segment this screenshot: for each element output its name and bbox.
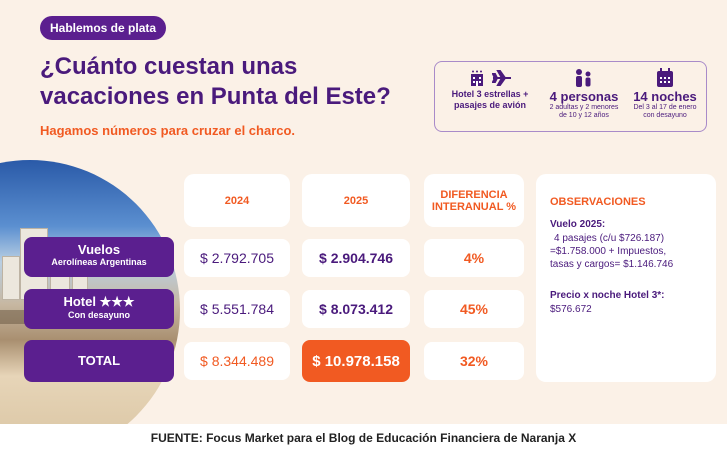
obs-flight-title: Vuelo 2025:: [550, 219, 606, 230]
row-label-total: TOTAL: [24, 340, 174, 382]
total-diff: 32%: [424, 342, 524, 380]
header-2025: 2025: [302, 174, 410, 227]
people-line-1: 2 adultas y 2 menores: [549, 104, 619, 111]
total-2024: $ 8.344.489: [184, 342, 290, 380]
page-title: ¿Cuánto cuestan unas vacaciones en Punta…: [40, 52, 430, 112]
hotel-2025: $ 8.073.412: [302, 290, 410, 328]
section-badge: Hablemos de plata: [40, 16, 167, 40]
lodging-line-1: Hotel 3 estrellas +: [451, 89, 529, 99]
source-footer: FUENTE: Focus Market para el Blog de Edu…: [150, 431, 577, 445]
flights-2024: $ 2.792.705: [184, 239, 290, 277]
info-lodging: Hotel 3 estrellas + pasajes de avión: [443, 67, 537, 111]
lodging-line-2: pasajes de avión: [453, 100, 527, 110]
row-label-flights: Vuelos Aerolíneas Argentinas: [24, 237, 174, 277]
people-line-2: de 10 y 12 años: [559, 112, 609, 119]
info-people: 4 personas 2 adultas y 2 menores de 10 y…: [543, 67, 625, 120]
obs-flight-line-1: 4 pasajes (c/u $726.187): [554, 233, 665, 244]
nights-line-1: Del 3 al 17 de enero: [633, 104, 697, 111]
nights-count: 14 noches: [633, 89, 697, 104]
observations-box: OBSERVACIONES Vuelo 2025: 4 pasajes (c/u…: [536, 174, 716, 382]
hotel-2024: $ 5.551.784: [184, 290, 290, 328]
infographic-card: Hablemos de plata ¿Cuánto cuestan unas v…: [0, 0, 727, 424]
subtitle: Hagamos números para cruzar el charco.: [40, 123, 296, 138]
people-count: 4 personas: [549, 89, 619, 104]
obs-hotel-title: Precio x noche Hotel 3*:: [550, 290, 665, 301]
calendar-icon: [657, 68, 673, 87]
nights-line-2: con desayuno: [643, 112, 687, 119]
observations-title: OBSERVACIONES: [550, 196, 646, 208]
row-label-flights-sub: Aerolíneas Argentinas: [51, 257, 147, 267]
header-diff: DIFERENCIA INTERANUAL %: [424, 174, 524, 227]
hotel-diff: 45%: [424, 290, 524, 328]
flights-2025: $ 2.904.746: [302, 239, 410, 277]
row-label-hotel-sub: Con desayuno: [67, 310, 130, 320]
info-nights: 14 noches Del 3 al 17 de enero con desay…: [625, 67, 705, 120]
family-icon: [576, 69, 591, 87]
trip-info-box: Hotel 3 estrellas + pasajes de avión 4 p…: [434, 61, 707, 132]
flights-diff: 4%: [424, 239, 524, 277]
header-diff-line-2: INTERANUAL %: [431, 200, 517, 213]
hotel-icon: [471, 70, 483, 86]
row-label-flights-title: Vuelos: [77, 242, 121, 257]
title-line-1: ¿Cuánto cuestan unas: [40, 53, 298, 80]
total-2025: $ 10.978.158: [302, 340, 410, 382]
title-line-2: vacaciones en Punta del Este?: [40, 83, 391, 110]
header-2024: 2024: [184, 174, 290, 227]
header-diff-line-1: DIFERENCIA: [440, 188, 508, 201]
airplane-icon: [492, 70, 511, 86]
obs-flight-line-3: tasas y cargos= $1.146.746: [550, 259, 674, 270]
row-label-hotel: Hotel ★★★ Con desayuno: [24, 289, 174, 329]
row-label-hotel-title: Hotel ★★★: [63, 294, 135, 309]
obs-flight-line-2: =$1.758.000 + Impuestos,: [550, 246, 667, 257]
obs-hotel-value: $576.672: [550, 304, 592, 315]
building: [2, 256, 20, 300]
